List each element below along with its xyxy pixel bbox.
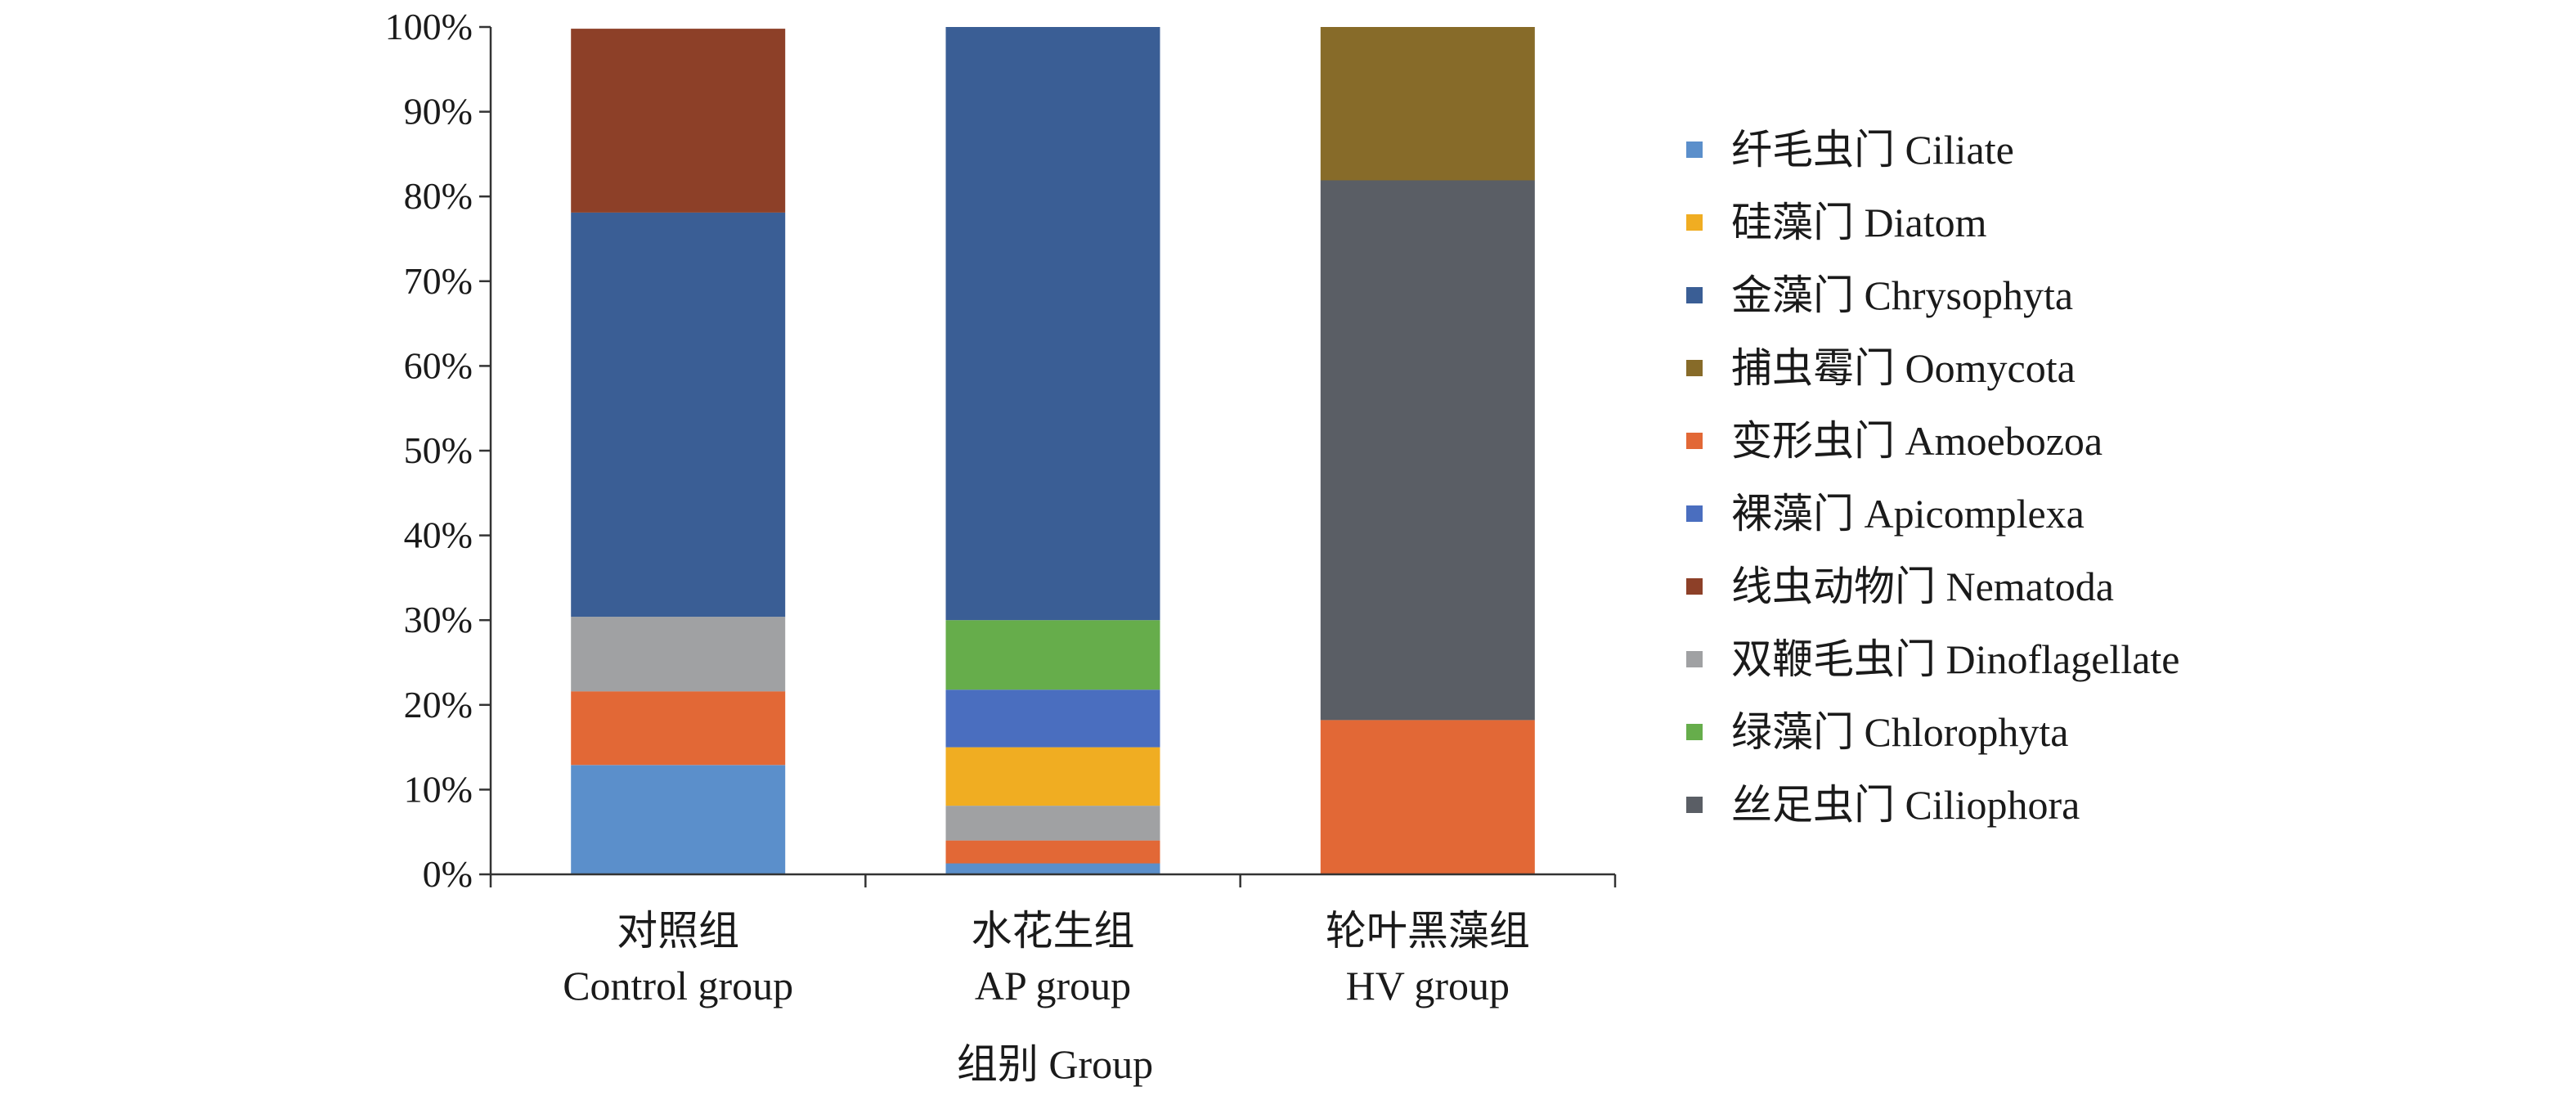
x-category-labels: 对照组 Control group 水花生组 AP group 轮叶黑藻组 HV grou… [563,908,1530,1008]
y-tick-label: 10% [404,768,473,810]
x-category-label: 对照组 [617,908,739,954]
y-tick-label: 50% [404,429,473,471]
legend-item: 变形虫门 Amoebozoa [1686,418,2103,464]
y-tick-label: 0% [423,853,473,895]
legend-swatch [1686,287,1703,303]
y-tick-label: 90% [404,91,473,133]
bar-segment [945,620,1160,690]
legend-label: 绿藻门 Chlorophyta [1731,709,2068,755]
bar-segment [571,617,786,692]
legend-swatch [1686,505,1703,522]
x-category-label: HV group [1346,963,1510,1008]
x-category-label: AP group [975,963,1131,1008]
bar-segment [945,689,1160,748]
bar-segment [945,840,1160,864]
legend-label: 裸藻门 Apicomplexa [1731,491,2085,537]
legend-swatch [1686,651,1703,667]
y-tick-label: 60% [404,344,473,386]
legend-item: 裸藻门 Apicomplexa [1686,491,2085,537]
legend-swatch [1686,360,1703,376]
bar-segment [571,212,786,618]
legend-label: 金藻门 Chrysophyta [1731,272,2073,318]
bar-segment [945,27,1160,621]
bar-segment [571,691,786,766]
legend-label: 硅藻门 Diatom [1731,200,1987,245]
x-category-label: 轮叶黑藻组 [1326,908,1530,954]
x-axis-title: 组别 Group [957,1041,1153,1087]
legend-item: 硅藻门 Diatom [1686,200,1987,245]
legend-label: 捕虫霉门 Oomycota [1731,345,2076,391]
legend-swatch [1686,797,1703,813]
legend-swatch [1686,214,1703,231]
legend-item: 纤毛虫门 Ciliate [1686,127,2014,173]
y-tick-label: 70% [404,260,473,302]
bar-segment [945,863,1160,874]
legend-item: 绿藻门 Chlorophyta [1686,709,2068,755]
x-category-label: Control group [563,963,793,1008]
legend-label: 双鞭毛虫门 Dinoflagellate [1731,636,2180,682]
bar-segment [1320,27,1535,181]
y-tick-label: 30% [404,599,473,640]
legend-label: 纤毛虫门 Ciliate [1731,127,2014,173]
y-tick-label: 20% [404,684,473,725]
legend-swatch [1686,433,1703,449]
bar-segment [571,765,786,874]
bar-segment [1320,720,1535,874]
legend-swatch [1686,141,1703,158]
legend-item: 丝足虫门 Ciliophora [1686,782,2080,828]
y-tick-label: 40% [404,514,473,556]
y-tick-label: 80% [404,175,473,217]
legend-item: 线虫动物门 Nematoda [1686,564,2114,609]
bar-segment [1320,180,1535,721]
legend-label: 线虫动物门 Nematoda [1731,564,2114,609]
legend-item: 双鞭毛虫门 Dinoflagellate [1686,636,2180,682]
legend-swatch [1686,578,1703,595]
bar-segment [945,806,1160,841]
legend-label: 变形虫门 Amoebozoa [1731,418,2103,464]
bar-segment [571,29,786,213]
legend-swatch [1686,724,1703,740]
y-tick-label: 100% [385,6,473,47]
y-tick-labels: 0% 10% 20% 30% 40% 50% 60% 70% 80% 90% 100% [385,6,473,895]
axes-layer [479,25,1617,887]
legend: 纤毛虫门 Ciliate 硅藻门 Diatom 金藻门 Chrysophyta 捕虫霉… [1686,127,2180,828]
x-category-label: 水花生组 [972,908,1135,954]
legend-item: 捕虫霉门 Oomycota [1686,345,2076,391]
legend-item: 金藻门 Chrysophyta [1686,272,2073,318]
legend-label: 丝足虫门 Ciliophora [1731,782,2080,828]
bars-layer [571,27,1535,874]
bar-segment [945,747,1160,806]
